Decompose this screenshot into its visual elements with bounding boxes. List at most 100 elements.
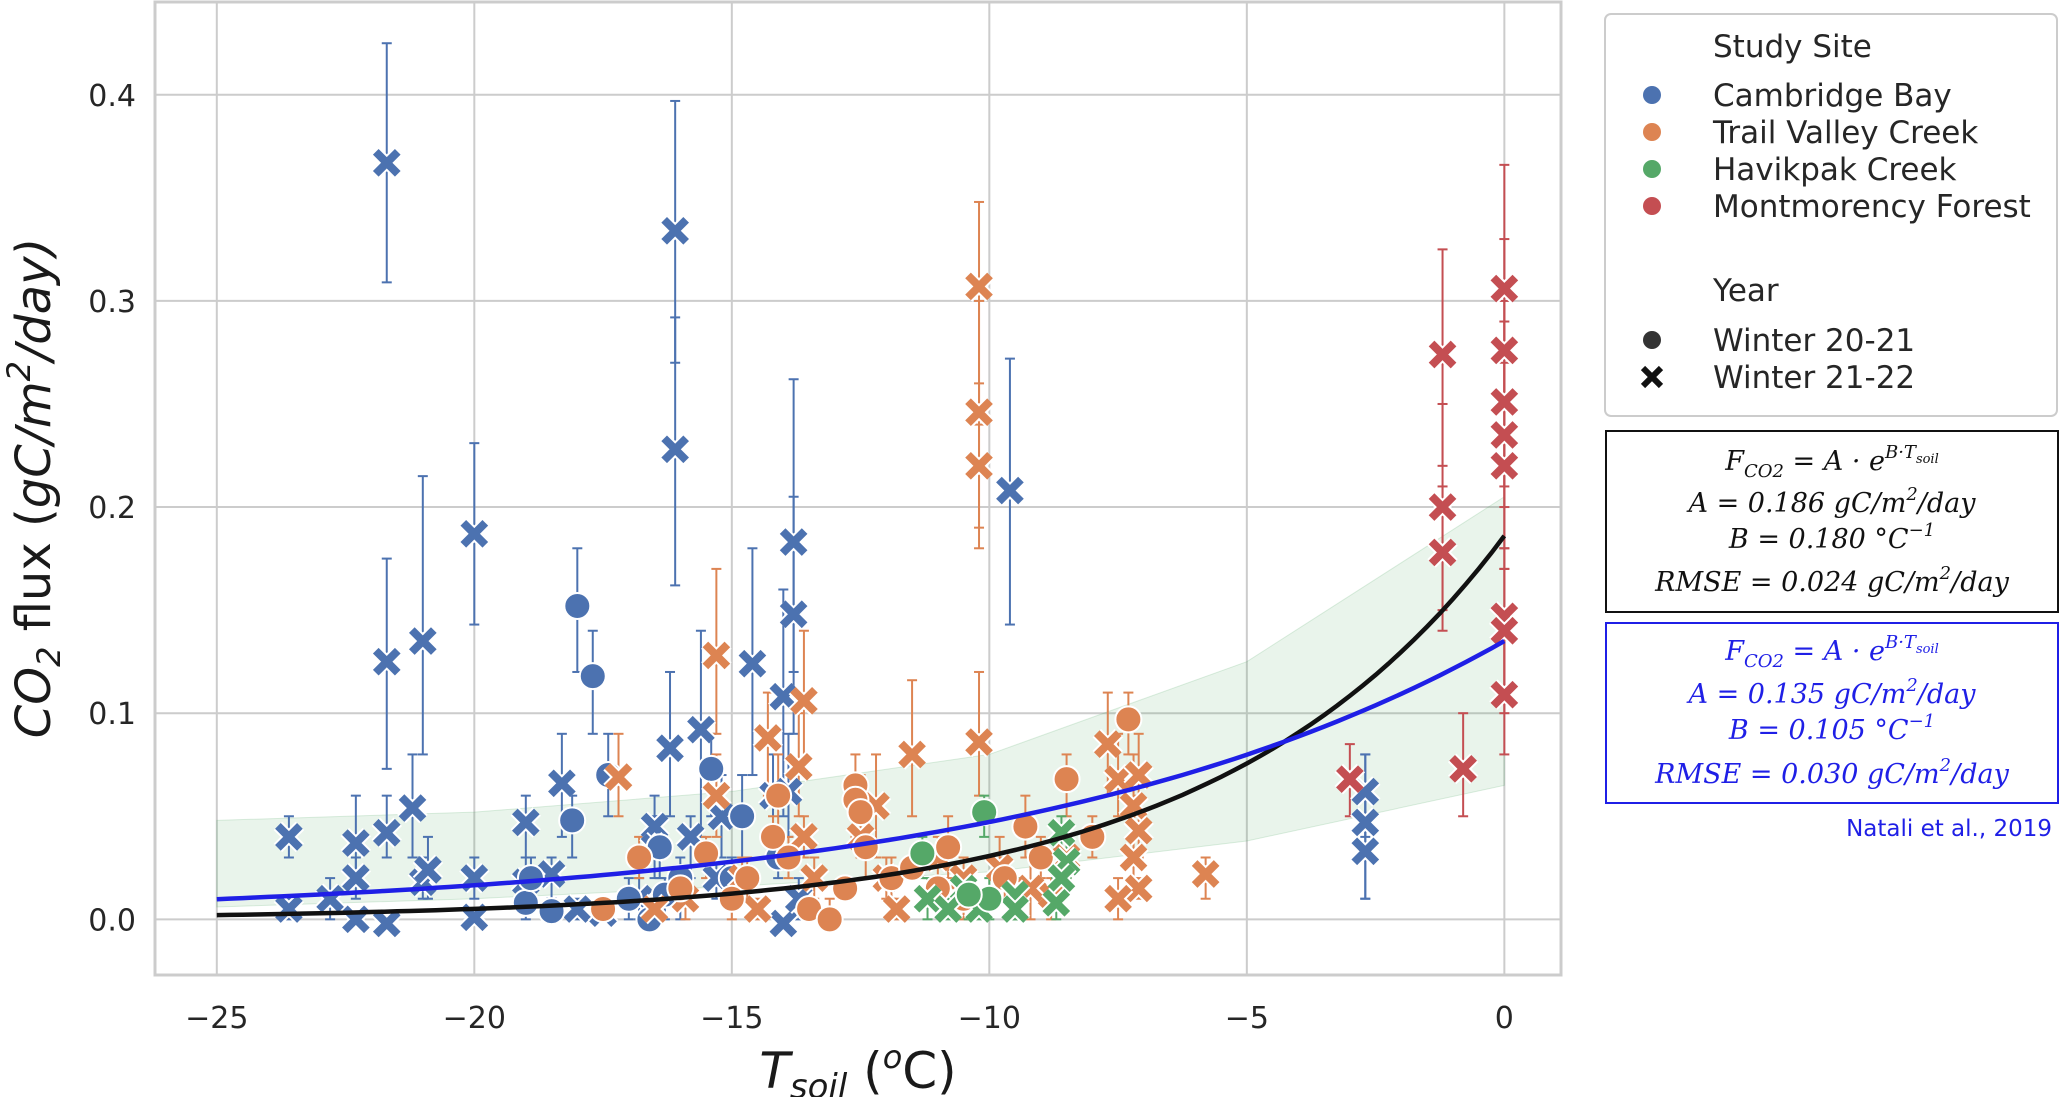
eq-blue-line1-sup: B·T [1884,632,1918,653]
data-point-x [562,893,593,925]
data-point-circle [511,888,540,917]
x-tick-label: −15 [700,1001,763,1036]
data-point-x [912,883,943,914]
eq-blue-line4-sup: 2 [1939,755,1951,776]
y-ticks: 0.0 0.1 0.2 0.3 0.4 [88,79,136,939]
data-point-x [1427,339,1458,370]
data-point-x [510,807,542,838]
data-point-x [932,893,964,925]
data-point-circle [954,880,983,909]
eq-blue-line1-sup-sub: soil [1916,642,1939,657]
legend-site-marker [1643,123,1661,141]
y-axis-label-sub: 2 [30,647,68,667]
data-point-x [742,893,773,925]
x-axis-label-sub: soil [790,1067,848,1097]
data-point-x [1489,273,1520,304]
y-axis-label-sup: 2 [0,361,38,381]
eq-black-line4-end: /day [1948,567,2009,598]
data-point-x [1350,807,1381,838]
data-point-x [1489,386,1520,418]
eq-blue-line1-lhs: F [1724,636,1745,667]
eq-black-line2: A = 0.186 gC/m2/day [1686,484,1977,519]
y-tick-label: 0.4 [88,79,136,114]
data-point-circle [815,905,844,934]
x-ticks: −25 −20 −15 −10 −5 0 [185,1001,1514,1036]
x-axis-label-main: T [759,1042,793,1097]
data-point-x [1334,763,1366,795]
eq-black-line4: RMSE = 0.024 gC/m2/day [1654,563,2009,598]
x-tick-label: −20 [443,1001,506,1036]
legend-year-label: Winter 20-21 [1713,323,1915,359]
data-point-x [407,625,439,657]
eq-blue-line2: A = 0.135 gC/m2/day [1686,675,1977,710]
plot-frame [153,0,1563,977]
data-point-x [1489,419,1520,451]
eq-black-line1-lhs-sub: CO2 [1744,461,1784,482]
data-point-x [314,883,346,914]
data-point-x [768,681,799,712]
legend-frame [1604,13,2058,417]
data-point-x [701,780,732,811]
data-point-x [1190,858,1221,890]
legend-site-marker [1643,197,1661,215]
data-point-x [999,893,1031,925]
data-point-x [706,801,737,832]
fit-equation-box-blue: FCO2 = A · eB·Tsoil A = 0.135 gC/m2/day … [1605,622,2059,804]
x-tick-label: −25 [185,1001,248,1036]
eq-blue-line4-main: RMSE = 0.030 gC/m [1654,759,1940,790]
data-point-x [340,827,372,859]
eq-blue-line3: B = 0.105 °C−1 [1728,711,1935,746]
data-point-x [546,768,578,799]
data-point-x [1092,728,1124,760]
data-point-circle [625,843,654,872]
data-point-x [1123,759,1154,791]
data-point-x [1489,450,1520,482]
fit-equation-box-black: FCO2 = A · eB·Tsoil A = 0.186 gC/m2/day … [1605,430,2059,613]
data-point-x [1046,862,1077,894]
data-point-x [371,646,403,677]
legend-site-title: Study Site [1713,29,1872,65]
eq-blue-line2-sup: 2 [1905,675,1917,696]
data-point-x [639,893,670,925]
eq-black-line2-end: /day [1915,488,1976,519]
data-point-x [783,751,815,783]
data-point-x [1118,842,1149,873]
data-point-x [1489,615,1520,646]
eq-black-line1-rhs: = A · e [1784,446,1885,477]
eq-blue-line1-lhs-sub: CO2 [1744,651,1784,672]
data-point-x [963,450,995,482]
x-tick-label: −10 [958,1001,1021,1036]
data-point-x [1102,763,1134,795]
data-point-circle [516,864,545,893]
y-tick-label: 0.3 [88,285,136,320]
data-point-x [1447,753,1479,785]
y-tick-label: 0.2 [88,491,136,526]
data-point-x [1489,679,1520,710]
data-point-circle [1114,705,1143,734]
data-point-x [397,792,428,824]
citation-text: Natali et al., 2019 [1846,816,2052,842]
data-point-x [963,396,995,428]
data-point-x [1427,491,1458,523]
data-point-circle [934,833,963,862]
eq-black-line3-sup: −1 [1909,520,1936,541]
legend-site-label: Montmorency Forest [1713,189,2031,225]
eq-blue-line3-main: B = 0.105 °C [1728,715,1909,746]
legend-site-label: Cambridge Bay [1713,78,1952,114]
data-point-x [1427,537,1458,568]
eq-black-line1-lhs: F [1724,446,1745,477]
data-point-circle [717,884,746,913]
legend-site-marker [1643,160,1661,178]
data-point-x [788,685,820,717]
eq-blue-line4: RMSE = 0.030 gC/m2/day [1654,755,2009,790]
data-point-circle [1026,843,1055,872]
data-point-circle [764,781,793,810]
eq-black-line1: FCO2 = A · eB·Tsoil [1724,442,1939,482]
data-point-circle [1052,765,1081,794]
data-point-x [1123,815,1154,846]
fit-curves [216,534,1507,918]
y-axis-label-unit: gC/m [6,381,62,508]
eq-black-line2-main: A = 0.186 gC/m [1686,488,1907,519]
y-axis-label: CO2 flux (gC/m2/day) [0,238,68,738]
